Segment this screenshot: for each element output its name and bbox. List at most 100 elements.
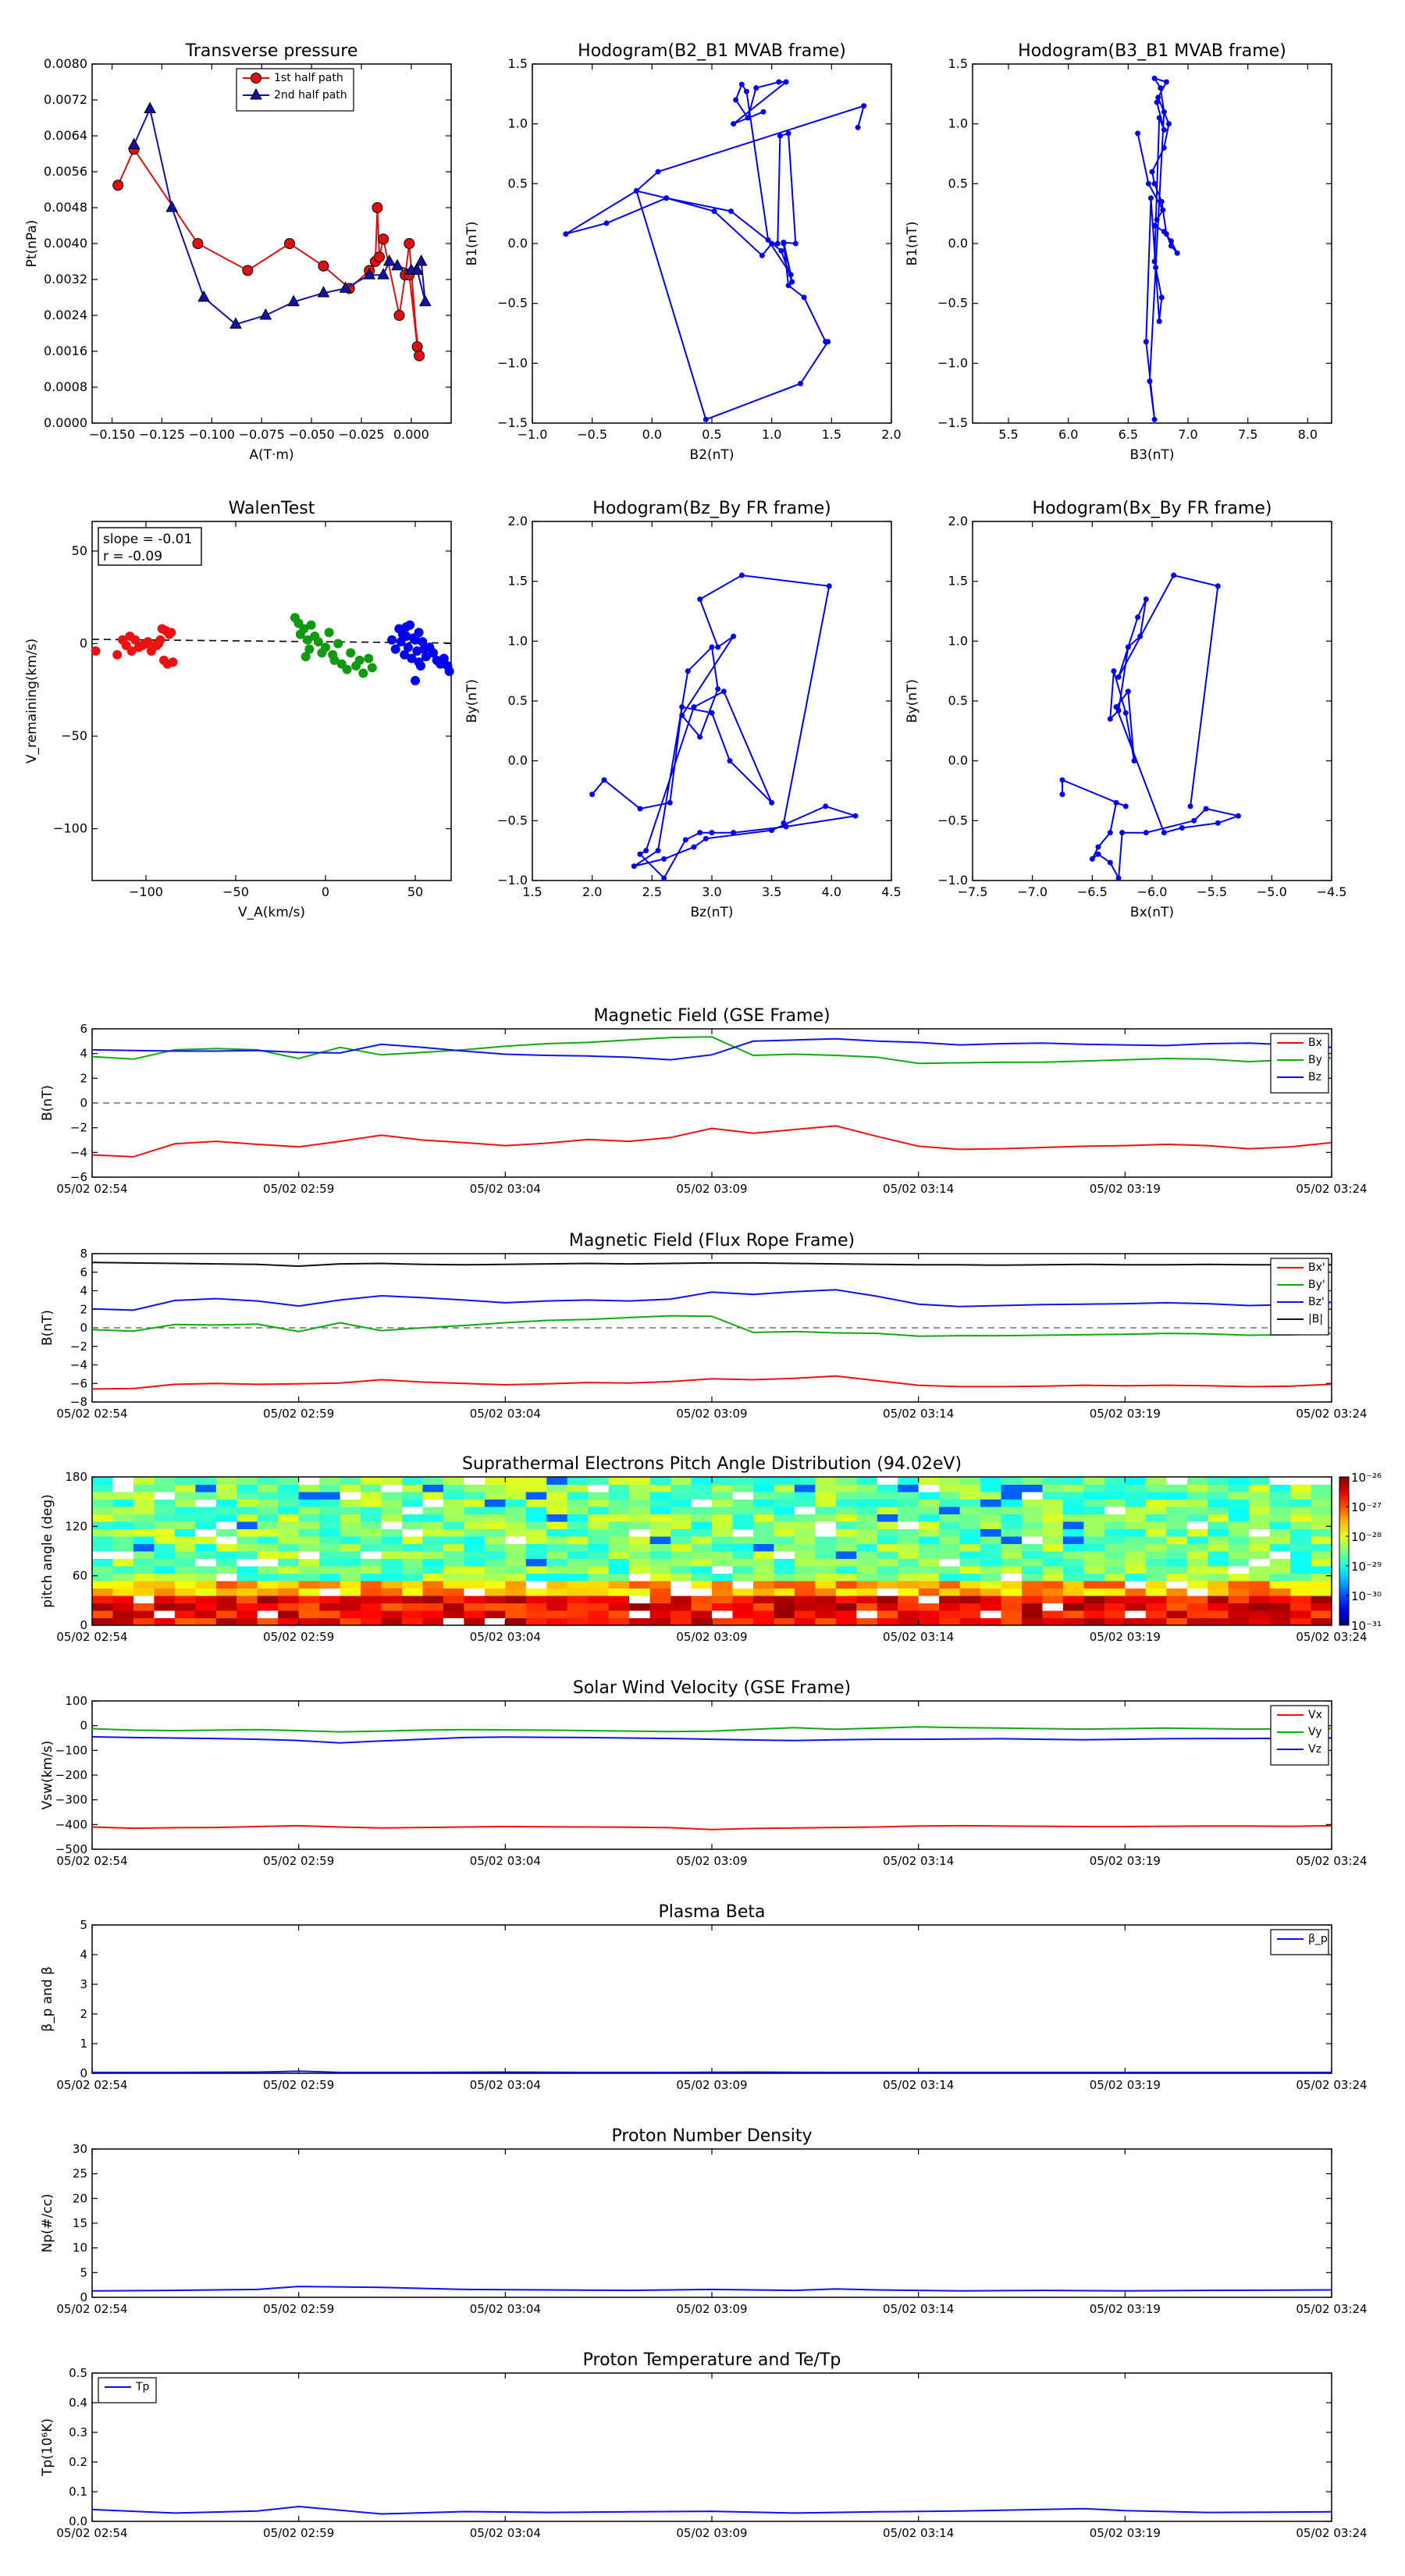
data-point — [753, 85, 759, 91]
heatmap-cell — [464, 1566, 486, 1574]
x-tick-label: 1.5 — [522, 884, 542, 899]
legend-label: Tp — [135, 2381, 150, 2393]
heatmap-cell — [939, 1588, 961, 1596]
x-tick-label: 7.5 — [1238, 427, 1257, 442]
heatmap-cell — [443, 1492, 464, 1500]
heatmap-cell — [691, 1499, 713, 1507]
heatmap-cell — [402, 1514, 423, 1522]
heatmap-cell — [1311, 1536, 1332, 1544]
heatmap-cell — [629, 1521, 651, 1529]
x-tick-label: 05/02 02:54 — [56, 1182, 127, 1196]
x-tick-label: 3.5 — [762, 884, 781, 899]
heatmap-cell — [546, 1514, 568, 1522]
heatmap-cell — [319, 1507, 341, 1514]
heatmap-cell — [856, 1528, 878, 1537]
heatmap-cell — [174, 1543, 196, 1552]
y-tick-label: 1.5 — [948, 574, 968, 589]
heatmap-cell — [546, 1581, 568, 1589]
heatmap-cell — [1125, 1528, 1147, 1537]
heatmap-cell — [505, 1543, 527, 1552]
heatmap-cell — [1228, 1610, 1250, 1618]
heatmap-cell — [1001, 1477, 1023, 1485]
heatmap-cell — [670, 1477, 692, 1485]
heatmap-cell — [1125, 1484, 1147, 1493]
heatmap-cell — [1062, 1492, 1084, 1500]
heatmap-cell — [1125, 1617, 1147, 1626]
heatmap-cell — [154, 1566, 176, 1574]
heatmap-cell — [649, 1536, 671, 1544]
heatmap-cell — [1145, 1484, 1167, 1493]
y-tick-label: 6 — [80, 1265, 87, 1279]
data-point — [1107, 859, 1113, 866]
heatmap-cell — [422, 1610, 444, 1618]
heatmap-cell — [133, 1499, 155, 1507]
heatmap-cell — [918, 1514, 940, 1522]
heatmap-cell — [877, 1521, 898, 1529]
heatmap-cell — [608, 1581, 630, 1589]
heatmap-cell — [237, 1581, 258, 1589]
heatmap-cell — [422, 1492, 444, 1500]
heatmap-cell — [588, 1536, 610, 1544]
heatmap-cell — [1249, 1566, 1271, 1574]
heatmap-cell — [546, 1551, 568, 1559]
legend-label: Bz' — [1308, 1296, 1325, 1308]
heatmap-cell — [835, 1596, 857, 1603]
heatmap-cell — [215, 1610, 237, 1618]
heatmap-cell — [1290, 1566, 1312, 1574]
x-tick-label: 05/02 02:54 — [56, 1854, 127, 1868]
chart-vsw: 05/02 02:54 05/02 02:59 05/02 03:04 05/02 0… — [40, 1678, 1368, 1868]
heatmap-cell — [154, 1588, 176, 1596]
heatmap-cell — [774, 1566, 795, 1574]
heatmap-cell — [174, 1551, 196, 1559]
heatmap-cell — [649, 1514, 671, 1522]
y-tick-label: 2 — [80, 1302, 87, 1316]
heatmap-cell — [1166, 1521, 1188, 1529]
data-point — [709, 830, 715, 836]
heatmap-cell — [774, 1551, 795, 1559]
heatmap-cell — [1186, 1499, 1208, 1507]
heatmap-cell — [1166, 1566, 1188, 1574]
heatmap-cell — [752, 1528, 774, 1537]
heatmap-cell — [608, 1596, 630, 1603]
heatmap-cell — [340, 1521, 361, 1529]
heatmap-cell — [422, 1521, 444, 1529]
chart-title: Proton Temperature and Te/Tp — [583, 2350, 841, 2370]
data-point — [1059, 777, 1065, 783]
heatmap-cell — [898, 1536, 919, 1544]
heatmap-cell — [1311, 1492, 1332, 1500]
data-point — [1174, 250, 1180, 256]
heatmap-cell — [484, 1492, 506, 1500]
heatmap-cell — [877, 1543, 898, 1552]
y-tick-label: −1.5 — [497, 415, 528, 430]
heatmap-cell — [215, 1514, 237, 1522]
y-tick-label: −1.0 — [497, 873, 528, 888]
y-tick-label: −2 — [70, 1340, 87, 1354]
y-axis-label: Pt(nPa) — [24, 220, 40, 268]
heatmap-cell — [815, 1566, 837, 1574]
heatmap-cell — [257, 1514, 279, 1522]
x-tick-label: 05/02 03:14 — [883, 2078, 954, 2092]
y-tick-label: 0.0 — [508, 236, 528, 251]
data-point — [1168, 243, 1175, 249]
chart-hzy: 1.5 2.0 2.5 3.0 3.5 4.0 4.5−1.0−0.50.00.51.01.… — [464, 499, 902, 920]
data-point — [1151, 416, 1158, 422]
heatmap-cell — [443, 1581, 464, 1589]
heatmap-cell — [1145, 1536, 1167, 1544]
heatmap-cell — [525, 1596, 547, 1603]
heatmap-cell — [464, 1558, 486, 1567]
heatmap-cell — [174, 1477, 196, 1485]
y-tick-label: 1.5 — [508, 574, 528, 589]
heatmap-cell — [588, 1610, 610, 1618]
data-point — [1115, 674, 1122, 680]
x-tick-label: −1.0 — [518, 427, 548, 442]
y-tick-label: 0.5 — [948, 693, 968, 708]
heatmap-cell — [959, 1499, 981, 1507]
x-tick-label: 05/02 02:59 — [263, 1630, 334, 1644]
heatmap-cell — [608, 1536, 630, 1544]
colorbar-label: 10⁻³¹ — [1351, 1619, 1382, 1633]
heatmap-cell — [546, 1528, 568, 1537]
heatmap-cell — [980, 1610, 1002, 1618]
heatmap-cell — [112, 1573, 134, 1582]
heatmap-cell — [278, 1581, 300, 1589]
heatmap-cell — [195, 1477, 217, 1485]
